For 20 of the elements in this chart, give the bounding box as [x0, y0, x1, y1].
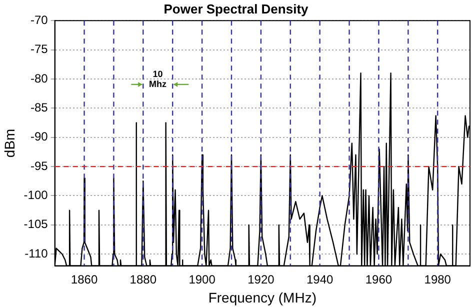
x-tick-label: 1940: [306, 272, 334, 286]
y-tick-label: -105: [24, 217, 48, 232]
chart-title: Power Spectral Density: [164, 1, 310, 16]
x-tick-label: 1920: [248, 272, 275, 286]
y-tick-label: -100: [24, 188, 48, 202]
x-tick-label: 1980: [424, 272, 452, 286]
y-tick-label: -70: [30, 12, 48, 27]
y-tick-label: -80: [30, 71, 48, 86]
y-tick-label: -90: [30, 130, 48, 144]
y-tick-label: -85: [30, 100, 48, 114]
x-tick-label: 1900: [188, 272, 216, 286]
y-tick-label: -110: [24, 246, 48, 260]
x-tick-label: 1880: [130, 272, 157, 286]
y-tick-label: -95: [30, 158, 48, 173]
x-axis-title: Frequency (MHz): [208, 289, 316, 306]
y-axis-title: dBm: [1, 128, 18, 158]
y-tick-label: -75: [30, 42, 48, 56]
x-tick-label: 1960: [365, 272, 392, 286]
x-tick-label: 1860: [70, 272, 98, 286]
annotation: 10 Mhz: [149, 68, 168, 89]
